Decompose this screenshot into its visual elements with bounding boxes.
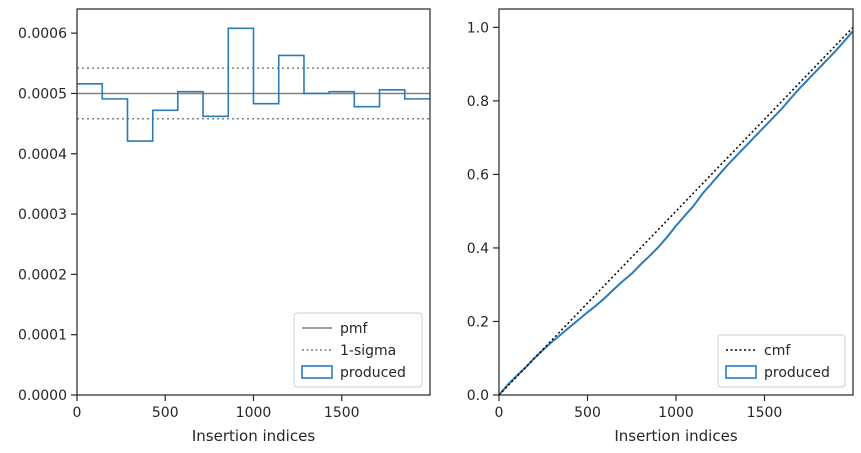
- x-tick-label: 1500: [324, 405, 360, 421]
- x-tick-label: 1500: [747, 405, 783, 421]
- produced-histogram-step: [77, 27, 430, 142]
- legend-label: 1-sigma: [340, 343, 396, 359]
- y-tick-label: 1.0: [467, 20, 489, 36]
- legend-handle-produced: [301, 365, 333, 379]
- y-tick-label: 0.4: [467, 241, 489, 257]
- y-tick-label: 0.8: [467, 94, 489, 110]
- legend: pmf 1-sigma produced: [293, 312, 423, 388]
- y-tick-label: 0.0: [467, 388, 489, 404]
- legend-box: [293, 312, 423, 388]
- legend-box: [717, 334, 846, 388]
- x-axis-label: Insertion indices: [614, 427, 737, 445]
- x-tick-label: 0: [73, 405, 82, 421]
- legend-handle-produced: [725, 365, 757, 379]
- legend-label: produced: [340, 365, 406, 381]
- x-axis-label: Insertion indices: [192, 427, 315, 445]
- y-tick-label: 0.0000: [18, 388, 67, 404]
- x-tick-label: 1000: [236, 405, 272, 421]
- y-tick-label: 0.2: [467, 314, 489, 330]
- legend: cmf produced: [717, 334, 846, 388]
- plot-area: [77, 27, 430, 142]
- legend-label: produced: [764, 365, 830, 381]
- legend-label: cmf: [764, 343, 791, 359]
- legend-label: pmf: [340, 321, 369, 337]
- series-produced-line: [499, 30, 853, 395]
- plot-area: [499, 26, 853, 395]
- y-tick-label: 0.0005: [18, 86, 67, 102]
- y-tick-label: 0.0001: [18, 328, 67, 344]
- y-tick-label: 0.0003: [18, 207, 67, 223]
- y-tick-label: 0.0004: [18, 147, 67, 163]
- y-tick-label: 0.0002: [18, 267, 67, 283]
- y-tick-label: 0.6: [467, 167, 489, 183]
- x-tick-label: 1000: [658, 405, 694, 421]
- x-tick-label: 500: [152, 405, 179, 421]
- left-chart-pmf-histogram: 0 500 1000 1500 0.0000 0.0001 0.0002 0.0003 0.00…: [18, 8, 431, 445]
- x-tick-label: 500: [574, 405, 601, 421]
- x-tick-label: 0: [495, 405, 504, 421]
- right-chart-cmf-line: 0 500 1000 1500 0.0 0.2 0.4 0.6 0.8 1.0 Insertion …: [467, 8, 854, 445]
- y-tick-label: 0.0006: [18, 26, 67, 42]
